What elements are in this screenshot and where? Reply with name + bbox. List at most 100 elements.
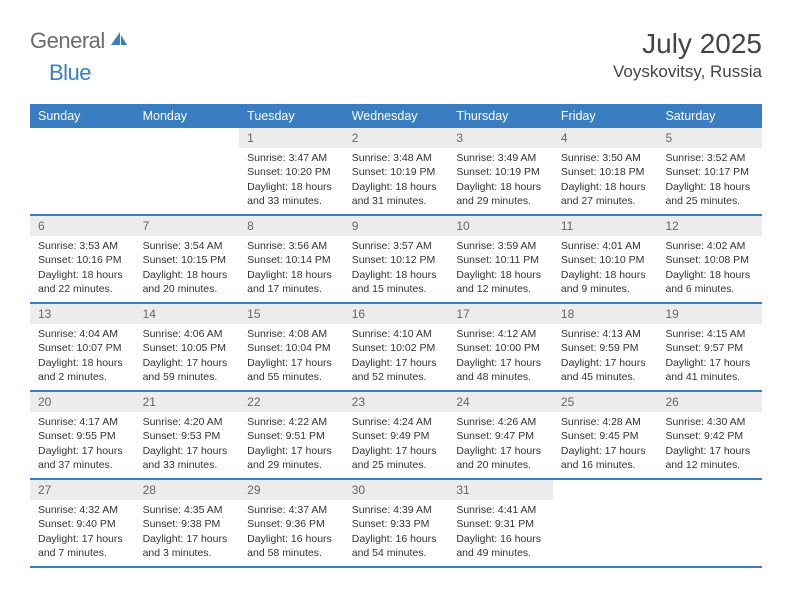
logo-sail-icon — [109, 30, 129, 53]
sunrise-text: Sunrise: 4:13 AM — [561, 327, 650, 341]
day-cell: 20Sunrise: 4:17 AMSunset: 9:55 PMDayligh… — [30, 392, 135, 478]
day-body: Sunrise: 4:17 AMSunset: 9:55 PMDaylight:… — [30, 412, 135, 478]
sunset-text: Sunset: 10:05 PM — [143, 341, 232, 355]
daylight-line1: Daylight: 17 hours — [352, 444, 441, 458]
day-body: Sunrise: 4:37 AMSunset: 9:36 PMDaylight:… — [239, 500, 344, 566]
daylight-line1: Daylight: 17 hours — [561, 444, 650, 458]
day-number: 25 — [553, 392, 658, 412]
day-number: 31 — [448, 480, 553, 500]
daylight-line2: and 3 minutes. — [143, 546, 232, 560]
sunrise-text: Sunrise: 4:01 AM — [561, 239, 650, 253]
daylight-line1: Daylight: 17 hours — [143, 444, 232, 458]
day-number: 27 — [30, 480, 135, 500]
day-body: Sunrise: 3:56 AMSunset: 10:14 PMDaylight… — [239, 236, 344, 302]
day-body: Sunrise: 3:59 AMSunset: 10:11 PMDaylight… — [448, 236, 553, 302]
day-body: Sunrise: 3:57 AMSunset: 10:12 PMDaylight… — [344, 236, 449, 302]
sunset-text: Sunset: 10:19 PM — [352, 165, 441, 179]
sunset-text: Sunset: 9:31 PM — [456, 517, 545, 531]
daylight-line2: and 7 minutes. — [38, 546, 127, 560]
daylight-line1: Daylight: 18 hours — [665, 268, 754, 282]
dow-saturday: Saturday — [657, 104, 762, 128]
sunrise-text: Sunrise: 4:26 AM — [456, 415, 545, 429]
sunrise-text: Sunrise: 4:17 AM — [38, 415, 127, 429]
daylight-line1: Daylight: 18 hours — [352, 180, 441, 194]
day-body: Sunrise: 3:47 AMSunset: 10:20 PMDaylight… — [239, 148, 344, 214]
daylight-line2: and 37 minutes. — [38, 458, 127, 472]
daylight-line2: and 25 minutes. — [352, 458, 441, 472]
dow-wednesday: Wednesday — [344, 104, 449, 128]
sunset-text: Sunset: 10:08 PM — [665, 253, 754, 267]
day-body: Sunrise: 4:28 AMSunset: 9:45 PMDaylight:… — [553, 412, 658, 478]
day-body: Sunrise: 4:32 AMSunset: 9:40 PMDaylight:… — [30, 500, 135, 566]
day-body: Sunrise: 4:06 AMSunset: 10:05 PMDaylight… — [135, 324, 240, 390]
daylight-line1: Daylight: 18 hours — [247, 180, 336, 194]
calendar-page: General July 2025 Voyskovitsy, Russia Bl… — [0, 0, 792, 588]
sunset-text: Sunset: 9:51 PM — [247, 429, 336, 443]
sunset-text: Sunset: 10:11 PM — [456, 253, 545, 267]
sunrise-text: Sunrise: 4:39 AM — [352, 503, 441, 517]
daylight-line1: Daylight: 17 hours — [247, 356, 336, 370]
location: Voyskovitsy, Russia — [613, 62, 762, 82]
day-cell: 4Sunrise: 3:50 AMSunset: 10:18 PMDayligh… — [553, 128, 658, 214]
day-cell: 2Sunrise: 3:48 AMSunset: 10:19 PMDayligh… — [344, 128, 449, 214]
daylight-line2: and 49 minutes. — [456, 546, 545, 560]
day-number: 23 — [344, 392, 449, 412]
sunrise-text: Sunrise: 4:32 AM — [38, 503, 127, 517]
sunset-text: Sunset: 10:02 PM — [352, 341, 441, 355]
day-number: 9 — [344, 216, 449, 236]
daylight-line1: Daylight: 17 hours — [143, 356, 232, 370]
day-cell: 1Sunrise: 3:47 AMSunset: 10:20 PMDayligh… — [239, 128, 344, 214]
sunset-text: Sunset: 9:49 PM — [352, 429, 441, 443]
sunrise-text: Sunrise: 4:37 AM — [247, 503, 336, 517]
day-body: Sunrise: 4:35 AMSunset: 9:38 PMDaylight:… — [135, 500, 240, 566]
sunset-text: Sunset: 9:42 PM — [665, 429, 754, 443]
daylight-line1: Daylight: 17 hours — [456, 444, 545, 458]
day-cell: 17Sunrise: 4:12 AMSunset: 10:00 PMDaylig… — [448, 304, 553, 390]
day-number: 12 — [657, 216, 762, 236]
daylight-line2: and 45 minutes. — [561, 370, 650, 384]
day-number: 20 — [30, 392, 135, 412]
day-number: 1 — [239, 128, 344, 148]
day-cell: 29Sunrise: 4:37 AMSunset: 9:36 PMDayligh… — [239, 480, 344, 566]
day-cell: 31Sunrise: 4:41 AMSunset: 9:31 PMDayligh… — [448, 480, 553, 566]
logo-text-general: General — [30, 28, 105, 54]
day-cell: 27Sunrise: 4:32 AMSunset: 9:40 PMDayligh… — [30, 480, 135, 566]
sunrise-text: Sunrise: 4:20 AM — [143, 415, 232, 429]
day-body: Sunrise: 4:15 AMSunset: 9:57 PMDaylight:… — [657, 324, 762, 390]
sunrise-text: Sunrise: 4:41 AM — [456, 503, 545, 517]
daylight-line1: Daylight: 17 hours — [665, 444, 754, 458]
day-cell: 5Sunrise: 3:52 AMSunset: 10:17 PMDayligh… — [657, 128, 762, 214]
day-number: 2 — [344, 128, 449, 148]
sunset-text: Sunset: 9:45 PM — [561, 429, 650, 443]
daylight-line2: and 29 minutes. — [247, 458, 336, 472]
daylight-line1: Daylight: 17 hours — [352, 356, 441, 370]
day-cell: 30Sunrise: 4:39 AMSunset: 9:33 PMDayligh… — [344, 480, 449, 566]
sunset-text: Sunset: 10:15 PM — [143, 253, 232, 267]
sunrise-text: Sunrise: 3:47 AM — [247, 151, 336, 165]
daylight-line2: and 33 minutes. — [247, 194, 336, 208]
daylight-line1: Daylight: 18 hours — [561, 268, 650, 282]
sunrise-text: Sunrise: 3:56 AM — [247, 239, 336, 253]
day-body: Sunrise: 4:41 AMSunset: 9:31 PMDaylight:… — [448, 500, 553, 566]
day-number: 26 — [657, 392, 762, 412]
daylight-line2: and 59 minutes. — [143, 370, 232, 384]
day-body: Sunrise: 4:20 AMSunset: 9:53 PMDaylight:… — [135, 412, 240, 478]
daylight-line2: and 12 minutes. — [456, 282, 545, 296]
day-number: 19 — [657, 304, 762, 324]
day-number: 4 — [553, 128, 658, 148]
sunrise-text: Sunrise: 4:24 AM — [352, 415, 441, 429]
sunrise-text: Sunrise: 3:57 AM — [352, 239, 441, 253]
sunset-text: Sunset: 10:14 PM — [247, 253, 336, 267]
day-cell: 22Sunrise: 4:22 AMSunset: 9:51 PMDayligh… — [239, 392, 344, 478]
day-cell: 13Sunrise: 4:04 AMSunset: 10:07 PMDaylig… — [30, 304, 135, 390]
day-number: 29 — [239, 480, 344, 500]
daylight-line2: and 33 minutes. — [143, 458, 232, 472]
day-number: 30 — [344, 480, 449, 500]
day-cell: 26Sunrise: 4:30 AMSunset: 9:42 PMDayligh… — [657, 392, 762, 478]
day-number: 17 — [448, 304, 553, 324]
day-number: 10 — [448, 216, 553, 236]
day-body: Sunrise: 4:30 AMSunset: 9:42 PMDaylight:… — [657, 412, 762, 478]
daylight-line2: and 27 minutes. — [561, 194, 650, 208]
day-cell: 9Sunrise: 3:57 AMSunset: 10:12 PMDayligh… — [344, 216, 449, 302]
day-cell: 18Sunrise: 4:13 AMSunset: 9:59 PMDayligh… — [553, 304, 658, 390]
